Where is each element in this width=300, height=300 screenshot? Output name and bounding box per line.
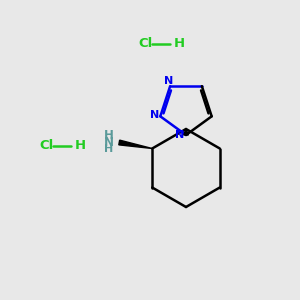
Text: H: H — [104, 144, 113, 154]
Text: N: N — [175, 130, 184, 140]
Text: H: H — [173, 37, 184, 50]
Text: Cl: Cl — [39, 139, 53, 152]
Polygon shape — [119, 140, 152, 148]
Text: Cl: Cl — [138, 37, 152, 50]
Text: H: H — [74, 139, 86, 152]
Text: N: N — [150, 110, 160, 120]
Polygon shape — [184, 129, 188, 135]
Text: N: N — [164, 76, 173, 86]
Text: H: H — [104, 129, 114, 142]
Text: N: N — [104, 136, 114, 149]
